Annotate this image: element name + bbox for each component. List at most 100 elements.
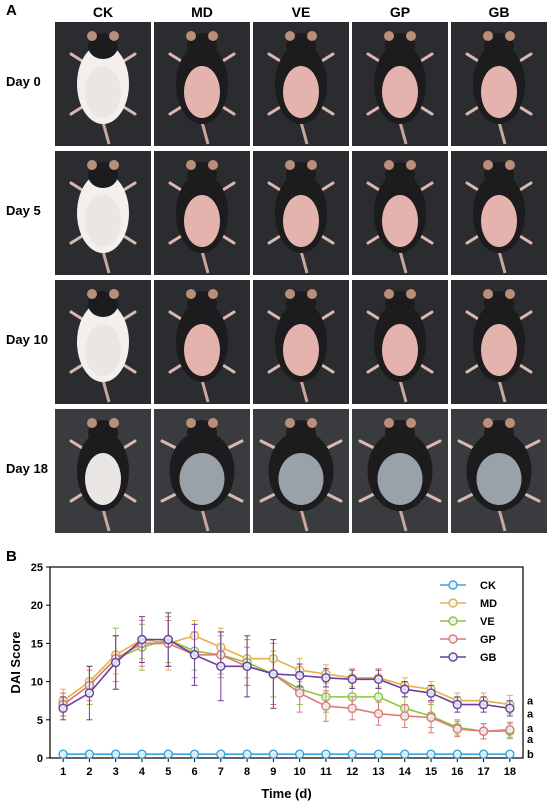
significance-label-gp: a [527, 723, 534, 735]
x-tick-label: 1 [60, 766, 66, 778]
mouse-photo-md-day-18 [154, 409, 250, 533]
mouse-photo-gp-day-18 [352, 409, 448, 533]
point-ck [400, 749, 410, 759]
point-ck [84, 749, 95, 759]
point-ck [452, 749, 463, 759]
series-ve [58, 616, 515, 740]
x-tick-label: 6 [191, 766, 197, 778]
point-gb [84, 688, 95, 698]
point-ve [373, 692, 384, 702]
point-gb [400, 684, 410, 694]
mouse-photo-ck-day-10 [55, 280, 151, 404]
mouse-photo-gb-day-18 [451, 409, 547, 533]
y-tick-label: 5 [37, 715, 43, 727]
y-axis-label: DAI Score [8, 631, 23, 693]
significance-label-ck: b [527, 749, 534, 761]
point-ck [321, 749, 331, 759]
point-gp [294, 688, 305, 698]
row-label-day-18: Day 18 [6, 461, 48, 476]
point-ck [189, 749, 200, 759]
point-ck [242, 749, 252, 759]
mouse-photo-gb-day-10 [451, 280, 547, 404]
y-tick-label: 10 [31, 677, 43, 689]
mouse-photo-gb-day-5 [451, 151, 547, 275]
x-tick-label: 18 [504, 766, 516, 778]
row-label-day-0: Day 0 [6, 74, 41, 89]
column-header-ve: VE [291, 4, 311, 20]
panel-a-label: A [6, 2, 17, 19]
mouse-photo-gp-day-10 [352, 280, 448, 404]
row-label-day-10: Day 10 [6, 332, 48, 347]
x-tick-label: 2 [86, 766, 92, 778]
point-ck [137, 749, 147, 759]
line-gb [62, 638, 510, 710]
point-gb [163, 634, 173, 645]
x-tick-label: 14 [399, 766, 412, 778]
point-gp [400, 711, 410, 721]
plot-frame [49, 566, 524, 759]
column-header-md: MD [191, 4, 213, 20]
point-gp [478, 726, 489, 736]
point-ck [268, 749, 279, 759]
legend-label-gp: GP [480, 634, 496, 646]
point-gb [505, 703, 515, 714]
significance-label-ve: a [527, 734, 534, 746]
mouse-photo-md-day-5 [154, 151, 250, 275]
legend-marker-gp [448, 634, 458, 644]
x-axis-label: Time (d) [261, 786, 311, 801]
point-gp [452, 724, 463, 734]
x-tick-label: 17 [477, 766, 489, 778]
point-gb [347, 674, 357, 685]
x-tick-label: 11 [320, 766, 332, 778]
mouse-photo-ck-day-0 [55, 22, 151, 146]
mouse-photo-gp-day-5 [352, 151, 448, 275]
legend-marker-ve [448, 616, 458, 626]
x-tick-label: 13 [372, 766, 384, 778]
significance-label-gb: a [527, 709, 534, 721]
mouse-photo-ve-day-5 [253, 151, 349, 275]
legend-label-ve: VE [480, 616, 495, 628]
point-ck [505, 749, 515, 759]
point-gp [426, 712, 436, 723]
column-header-ck: CK [92, 4, 114, 20]
point-gb [321, 673, 331, 683]
point-gb [58, 703, 68, 714]
line-gp [62, 642, 510, 733]
point-ck [426, 749, 436, 759]
x-tick-label: 12 [346, 766, 358, 778]
point-gb [216, 661, 226, 672]
column-header-gp: GP [389, 4, 411, 20]
point-gb [294, 670, 305, 681]
mouse-photo-gb-day-0 [451, 22, 547, 146]
point-gb [373, 674, 384, 685]
x-tick-label: 7 [218, 766, 224, 778]
legend-label-gb: GB [480, 652, 497, 664]
point-ck [110, 749, 121, 759]
legend-marker-gb [448, 652, 458, 662]
y-tick-label: 0 [37, 753, 43, 765]
x-tick-label: 4 [139, 766, 146, 778]
x-tick-label: 3 [113, 766, 119, 778]
x-tick-label: 9 [270, 766, 276, 778]
point-gp [321, 701, 331, 711]
panel-b-label: B [6, 548, 17, 565]
point-gb [452, 699, 463, 710]
mouse-photo-md-day-10 [154, 280, 250, 404]
point-gb [110, 657, 121, 668]
y-tick-label: 25 [31, 562, 43, 574]
x-tick-label: 8 [244, 766, 250, 778]
legend-marker-md [448, 598, 458, 608]
point-gb [189, 650, 200, 660]
point-gp [347, 703, 357, 714]
point-ck [294, 749, 305, 759]
point-ck [347, 749, 357, 759]
point-gp [373, 708, 384, 719]
point-ck [216, 749, 226, 759]
mouse-photo-gp-day-0 [352, 22, 448, 146]
point-gb [137, 634, 147, 645]
point-gb [268, 669, 279, 679]
mouse-photo-ck-day-5 [55, 151, 151, 275]
x-tick-label: 5 [165, 766, 171, 778]
series-gb [58, 612, 515, 721]
